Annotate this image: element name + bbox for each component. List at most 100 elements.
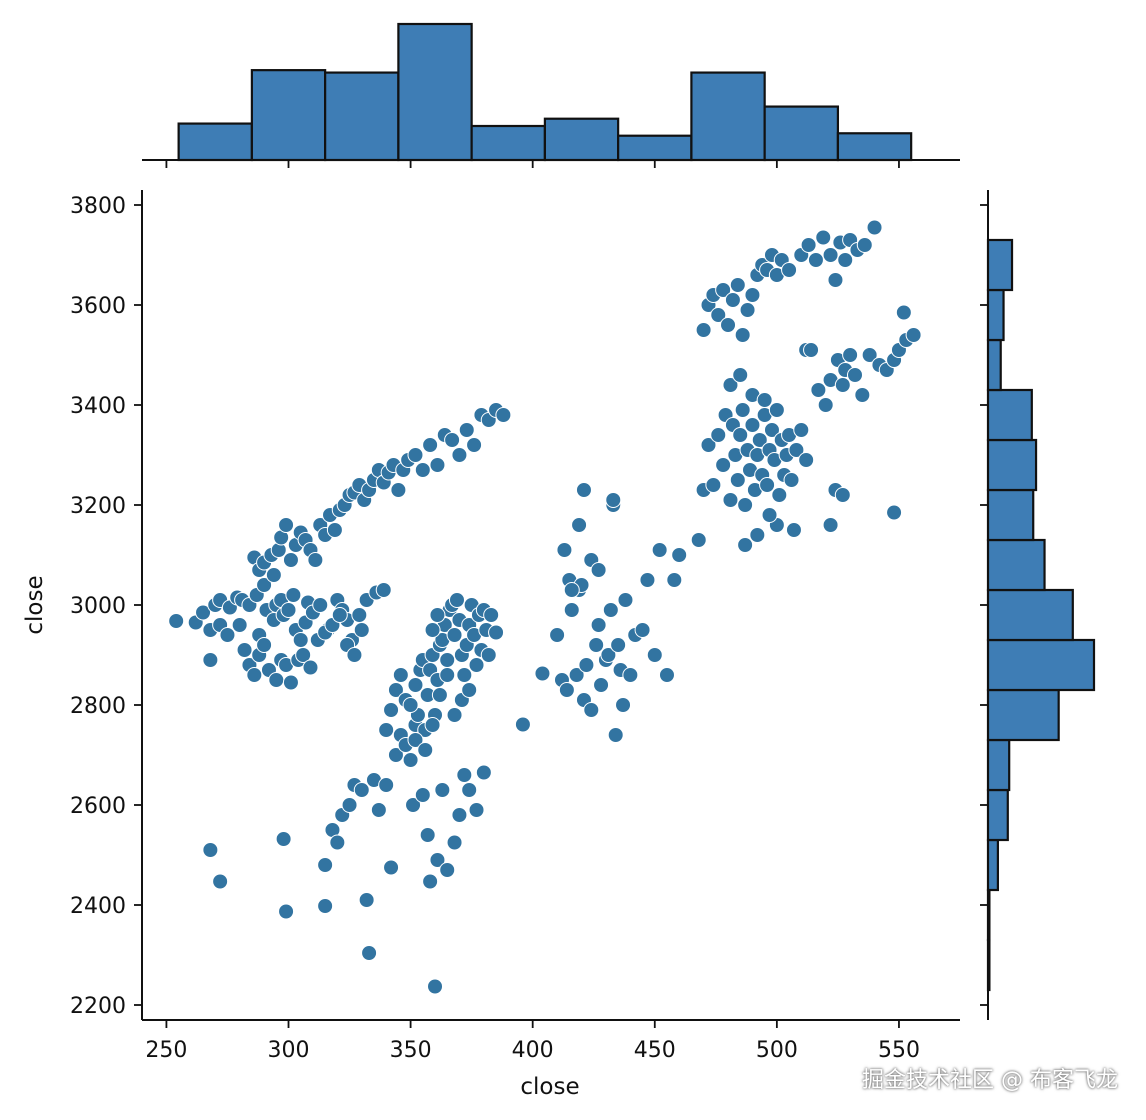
scatter-point xyxy=(695,322,712,338)
scatter-point xyxy=(456,767,473,783)
histogram-y-bar xyxy=(986,588,1074,642)
scatter-point xyxy=(732,367,749,383)
scatter-point xyxy=(429,607,446,623)
histogram-y-bar xyxy=(986,538,1046,592)
scatter-point xyxy=(763,422,780,438)
scatter-point xyxy=(847,367,864,383)
scatter-point xyxy=(307,552,324,568)
y-tick-label: 3800 xyxy=(70,194,126,219)
scatter-point xyxy=(600,647,617,663)
scatter-point xyxy=(646,647,663,663)
scatter-point xyxy=(563,602,580,618)
scatter-point xyxy=(781,262,798,278)
scatter-point xyxy=(793,422,810,438)
scatter-point xyxy=(720,317,737,333)
scatter-point xyxy=(751,432,768,448)
scatter-point xyxy=(690,532,707,548)
histogram-y-bar xyxy=(986,738,1011,792)
scatter-point xyxy=(458,422,475,438)
scatter-point xyxy=(456,667,473,683)
scatter-point xyxy=(370,802,387,818)
scatter-point xyxy=(488,624,505,641)
y-tick-label: 3000 xyxy=(70,594,126,619)
scatter-point xyxy=(236,642,253,658)
marginal-y-histogram xyxy=(980,190,1096,1020)
histogram-y-bar xyxy=(986,638,1096,692)
scatter-point xyxy=(468,657,485,673)
scatter-point xyxy=(341,797,358,813)
scatter-point xyxy=(639,572,656,588)
scatter-point xyxy=(461,682,478,698)
x-tick-label: 450 xyxy=(634,1038,676,1063)
histogram-y-bar xyxy=(986,688,1060,742)
scatter-point xyxy=(666,572,683,588)
scatter-point xyxy=(756,392,773,408)
scatter-point xyxy=(571,517,588,533)
scatter-point xyxy=(405,797,422,813)
scatter-point xyxy=(422,437,439,453)
scatter-point xyxy=(800,237,817,253)
scatter-point xyxy=(331,607,348,623)
scatter-point xyxy=(886,504,903,521)
scatter-point xyxy=(407,447,424,463)
scatter-point xyxy=(446,707,463,723)
scatter-point xyxy=(231,617,248,633)
scatter-point xyxy=(256,637,273,653)
scatter-point xyxy=(317,857,334,873)
scatter-point xyxy=(451,447,468,463)
scatter-point xyxy=(383,859,400,876)
scatter-point xyxy=(724,292,741,308)
y-tick-label: 3400 xyxy=(70,394,126,419)
scatter-point xyxy=(282,552,299,568)
scatter-point xyxy=(326,522,343,538)
y-tick-label: 2600 xyxy=(70,794,126,819)
scatter-point xyxy=(739,302,756,318)
scatter-point xyxy=(588,637,605,653)
scatter-point xyxy=(622,667,639,683)
histogram-x-bar xyxy=(543,117,620,162)
scatter-point xyxy=(407,677,424,693)
scatter-point xyxy=(861,347,878,363)
scatter-point xyxy=(202,652,219,668)
scatter-point xyxy=(219,627,236,643)
scatter-point xyxy=(439,652,456,668)
histogram-y-bar xyxy=(986,388,1033,442)
scatter-point xyxy=(387,747,404,763)
histogram-y-bar xyxy=(986,338,1002,392)
scatter-point xyxy=(390,482,407,498)
scatter-point xyxy=(834,487,851,503)
scatter-point xyxy=(822,247,839,263)
scatter-point xyxy=(605,492,622,508)
x-tick-label: 350 xyxy=(390,1038,432,1063)
scatter-point xyxy=(854,387,871,403)
scatter-point xyxy=(549,627,566,643)
y-tick-label: 3200 xyxy=(70,494,126,519)
scatter-point xyxy=(195,604,212,621)
histogram-x-bar xyxy=(690,71,766,162)
scatter-point xyxy=(256,577,273,593)
scatter-point xyxy=(417,742,434,758)
scatter-point xyxy=(461,782,478,798)
scatter-point xyxy=(280,602,297,618)
scatter-point xyxy=(827,272,844,288)
scatter-point xyxy=(534,665,551,682)
scatter-point xyxy=(563,582,580,598)
scatter-point xyxy=(617,592,634,608)
scatter-point xyxy=(700,437,717,453)
y-tick-label: 3600 xyxy=(70,294,126,319)
scatter-point xyxy=(610,637,627,653)
scatter-point xyxy=(759,477,776,493)
scatter-point xyxy=(346,647,363,663)
scatter-point xyxy=(451,807,468,823)
scatter-points xyxy=(168,219,922,995)
scatter-point xyxy=(317,898,334,914)
scatter-point xyxy=(434,782,451,798)
scatter-point xyxy=(414,787,431,803)
scatter-point xyxy=(734,327,751,343)
scatter-point xyxy=(448,592,465,608)
scatter-point xyxy=(466,437,483,453)
scatter-point xyxy=(734,402,751,418)
scatter-point xyxy=(353,782,370,798)
scatter-point xyxy=(578,657,595,673)
